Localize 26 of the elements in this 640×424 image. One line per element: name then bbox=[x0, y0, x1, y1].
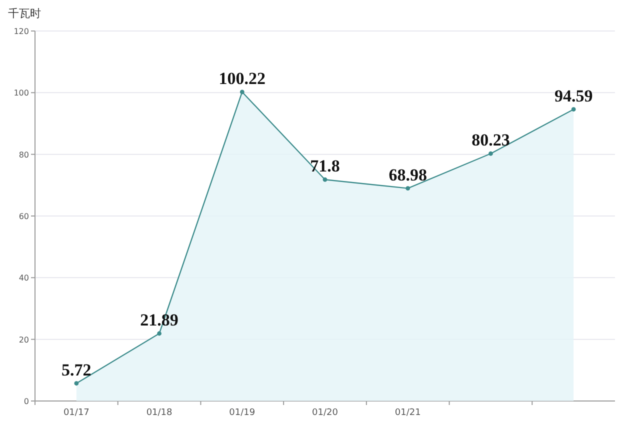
y-axis-title: 千瓦时 bbox=[8, 7, 41, 20]
y-tick-label: 80 bbox=[18, 150, 29, 160]
y-tick-label: 100 bbox=[14, 88, 29, 98]
x-tick-label: 01/19 bbox=[229, 408, 256, 418]
data-label: 80.23 bbox=[472, 130, 510, 150]
data-label: 100.22 bbox=[218, 68, 266, 88]
data-label: 94.59 bbox=[554, 86, 593, 106]
point bbox=[322, 177, 328, 182]
point bbox=[157, 331, 162, 336]
y-tick-label: 20 bbox=[18, 335, 29, 344]
point bbox=[240, 90, 244, 94]
point bbox=[406, 186, 410, 191]
x-tick-label: 01/17 bbox=[63, 408, 90, 418]
data-label: 5.72 bbox=[62, 360, 92, 380]
point bbox=[74, 381, 79, 386]
y-tick-label: 60 bbox=[18, 212, 29, 221]
point bbox=[571, 107, 576, 112]
x-tick-label: 01/20 bbox=[312, 408, 338, 418]
y-tick-label: 120 bbox=[14, 27, 29, 36]
x-tick-label: 01/18 bbox=[146, 408, 173, 418]
data-label: 71.8 bbox=[310, 156, 340, 176]
y-tick-label: 40 bbox=[18, 274, 29, 283]
x-tick-label: 01/21 bbox=[394, 408, 421, 418]
y-tick-label: 0 bbox=[24, 397, 29, 406]
data-label: 68.98 bbox=[388, 165, 427, 184]
point bbox=[488, 151, 493, 156]
